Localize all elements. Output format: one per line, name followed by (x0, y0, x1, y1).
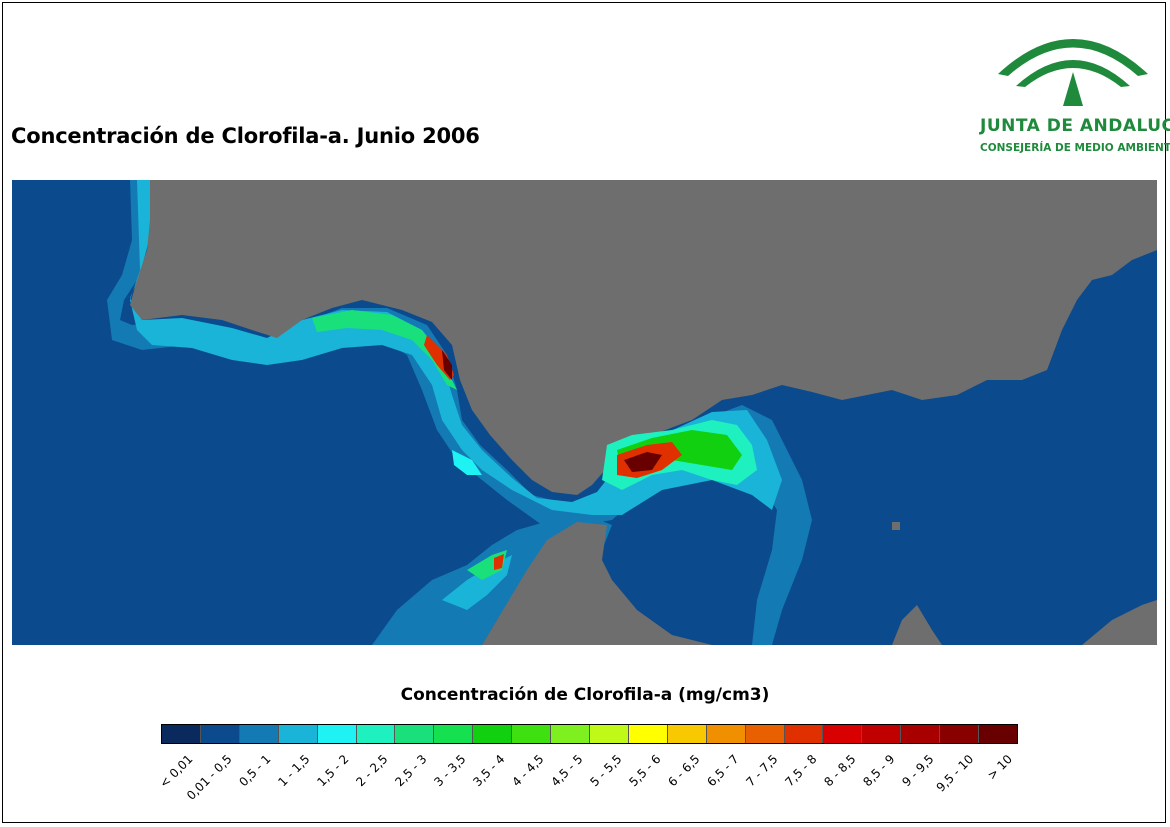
legend-swatch (278, 725, 318, 743)
legend-swatch (434, 725, 474, 743)
coastal-band-light (130, 180, 782, 515)
hotspot-cadiz-cyan (452, 450, 482, 475)
junta-de-andalucia-logo: JUNTA DE ANDALUCIA CONSEJERÍA DE MEDIO A… (980, 14, 1170, 164)
legend-class-label: 4 - 4,5 (509, 752, 547, 790)
legend-class-label: 1,5 - 2 (314, 752, 352, 790)
legend-swatch (628, 725, 668, 743)
land-africa (482, 522, 712, 645)
legend-swatch (200, 725, 240, 743)
legend-class-label: 8 - 8,5 (821, 752, 859, 790)
hotspot-huelva-darkred (442, 350, 452, 380)
legend-class-label: 1 - 1,5 (275, 752, 313, 790)
legend-swatch (784, 725, 824, 743)
legend-swatch (551, 725, 590, 743)
hotspot-morocco-red (494, 554, 504, 570)
legend-swatch (473, 725, 513, 743)
legend-swatch (823, 725, 863, 743)
legend-class-label: 2 - 2,5 (353, 752, 391, 790)
land-iberia (130, 180, 1157, 495)
legend-swatch (239, 725, 279, 743)
legend-class-label: 6 - 6,5 (665, 752, 703, 790)
island (892, 522, 900, 530)
legend-class-label: 5,5 - 6 (626, 752, 664, 790)
legend-swatch (162, 725, 201, 743)
legend-class-label: 0,5 - 1 (236, 752, 274, 790)
legend-class-label: 2,5 - 3 (392, 752, 430, 790)
legend-swatch (901, 725, 941, 743)
hotspot-huelva-green (312, 310, 457, 390)
legend-swatch (862, 725, 902, 743)
legend-swatch (940, 725, 980, 743)
legend-swatch (745, 725, 785, 743)
legend-class-label: 3,5 - 4 (470, 752, 508, 790)
map-title: Concentración de Clorofila-a. Junio 2006 (11, 124, 480, 148)
legend-swatch (589, 725, 629, 743)
legend-color-bar (161, 724, 1018, 744)
legend-class-label: > 10 (984, 752, 1015, 783)
legend-class-label: 6,5 - 7 (704, 752, 742, 790)
chlorophyll-map (12, 180, 1157, 645)
legend-swatch (395, 725, 435, 743)
hotspot-alboran-darkred (624, 452, 662, 472)
map-canvas (12, 180, 1157, 645)
land-africa-east (892, 605, 942, 645)
legend-class-label: 8,5 - 9 (859, 752, 898, 790)
logo-subtitle: CONSEJERÍA DE MEDIO AMBIENTE (980, 142, 1170, 154)
logo-name: JUNTA DE ANDALUCIA (980, 116, 1170, 136)
legend-class-label: 3 - 3,5 (431, 752, 469, 790)
legend-swatch (512, 725, 552, 743)
legend-swatch (356, 725, 396, 743)
legend-class-label: 5 - 5,5 (587, 752, 625, 790)
legend-swatch (706, 725, 746, 743)
land-africa-far-east (1082, 600, 1157, 645)
legend-class-label: 9,5 - 10 (933, 752, 976, 795)
legend-swatch (667, 725, 707, 743)
legend-class-label: 4,5 - 5 (548, 752, 586, 790)
legend-class-label: 9 - 9,5 (898, 752, 937, 790)
logo-arcs-icon (998, 39, 1148, 106)
legend-class-label: 7,5 - 8 (782, 752, 820, 790)
legend-title: Concentración de Clorofila-a (mg/cm3) (400, 685, 770, 705)
legend-class-label: 7 - 7,5 (743, 752, 781, 790)
coastal-band-medium (107, 180, 812, 645)
legend-swatch (979, 725, 1017, 743)
legend-swatch (317, 725, 357, 743)
